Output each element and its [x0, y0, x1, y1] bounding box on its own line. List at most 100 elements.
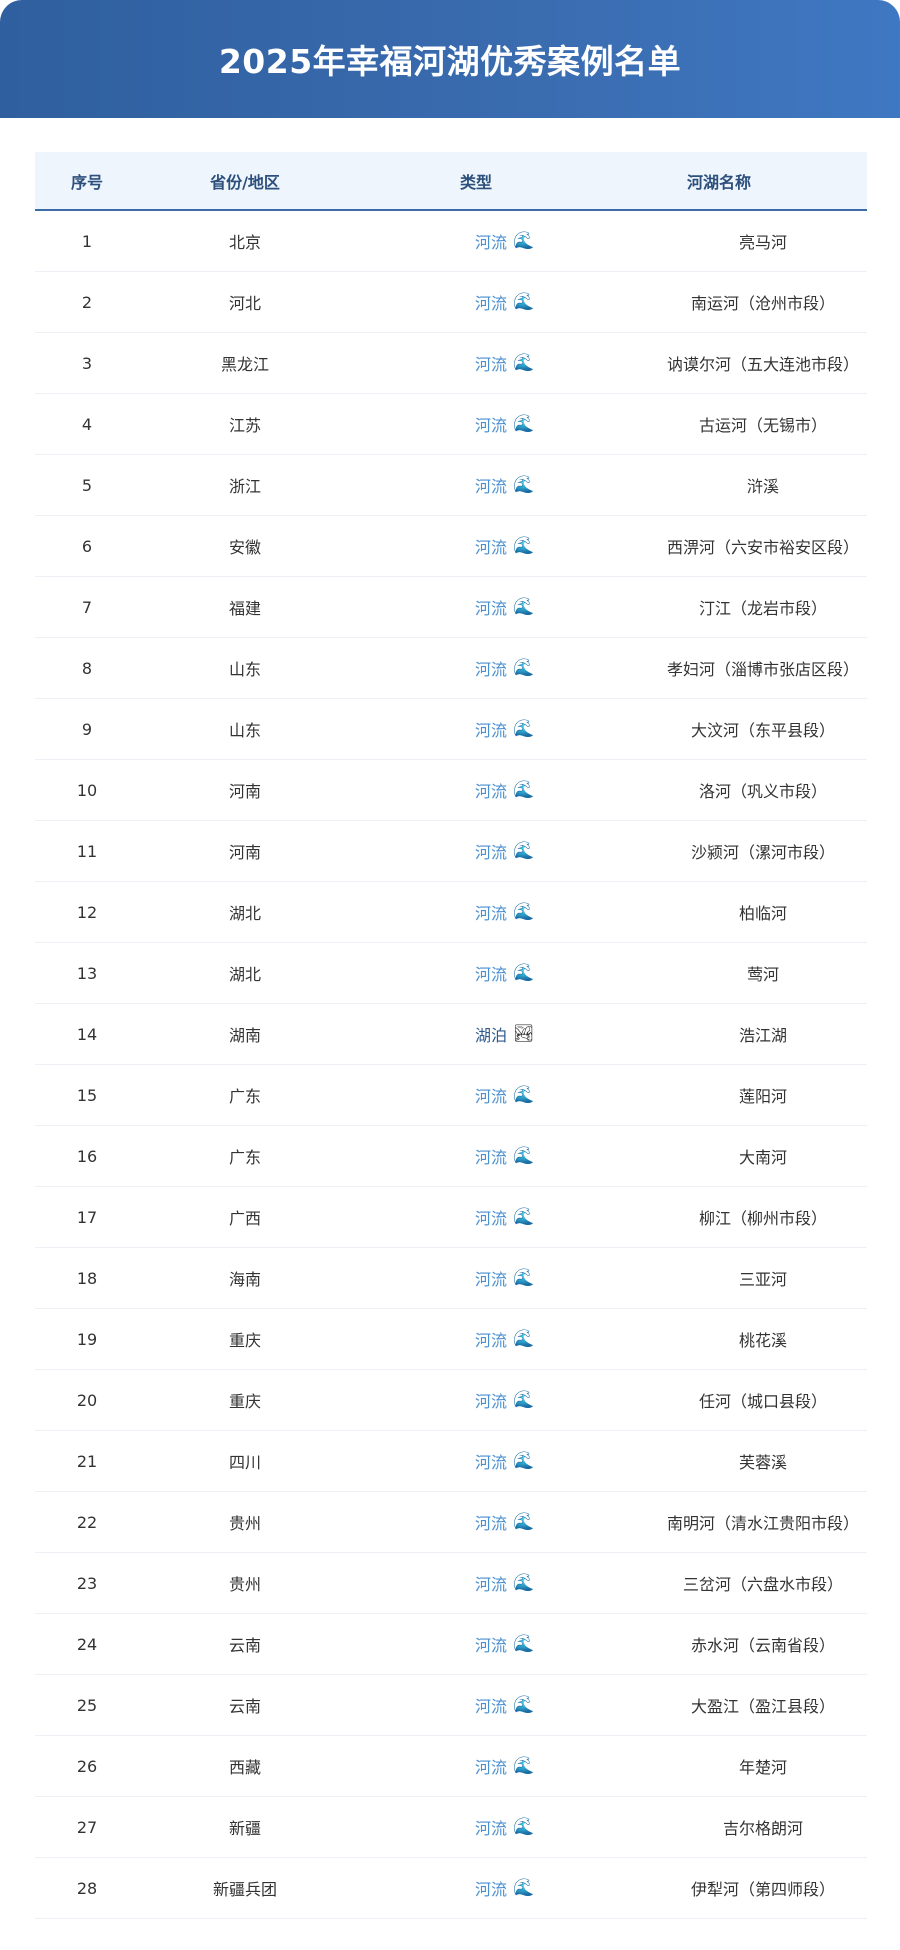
wave-icon: 🌊: [513, 414, 535, 434]
row-river-name: 西淠河（六安市裕安区段）: [666, 538, 859, 557]
row-river-name: 汀江（龙岩市段）: [698, 599, 827, 618]
type-label: 河流: [475, 660, 508, 679]
wave-icon: 🌊: [513, 1207, 535, 1227]
table-row: 21 四川 河流 🌊 芙蓉溪: [35, 1431, 867, 1492]
row-province: 重庆: [228, 1392, 261, 1411]
row-province: 河北: [228, 294, 261, 313]
table-row: 17 广西 河流 🌊 柳江（柳州市段）: [35, 1187, 867, 1248]
row-no: 19: [76, 1329, 98, 1349]
row-no: 24: [76, 1634, 98, 1654]
row-type: 河流 🌊: [471, 351, 569, 375]
type-label: 河流: [475, 1514, 508, 1533]
row-type: 河流 🌊: [471, 1693, 569, 1717]
row-province: 海南: [228, 1270, 261, 1289]
wave-icon: 🌊: [513, 475, 535, 495]
row-river-name: 莺河: [746, 965, 779, 984]
row-province: 河南: [228, 782, 261, 801]
table-row: 13 湖北 河流 🌊 莺河: [35, 943, 867, 1004]
row-province: 北京: [228, 233, 261, 252]
row-no: 4: [81, 414, 93, 434]
wave-icon: 🌊: [513, 231, 535, 251]
type-label: 河流: [475, 355, 508, 374]
row-type: 河流 🌊: [471, 1571, 569, 1595]
row-province: 重庆: [228, 1331, 261, 1350]
wave-icon: 🌊: [513, 658, 535, 678]
table-body: 1 北京 河流 🌊 亮马河 2 河北 河流 🌊 南运河（沧州市段） 3 黑龙江 河流 🌊 讷谟尔河（五大连池…: [35, 211, 867, 1919]
row-type: 河流 🌊: [471, 595, 569, 619]
row-province: 福建: [228, 599, 261, 618]
type-label: 河流: [475, 1209, 508, 1228]
row-type: 河流 🌊: [471, 1632, 569, 1656]
row-no: 11: [76, 841, 98, 861]
row-province: 安徽: [228, 538, 261, 557]
wave-icon: 🌊: [513, 1390, 535, 1410]
row-type: 河流 🌊: [471, 534, 569, 558]
row-province: 广东: [228, 1087, 261, 1106]
type-label: 河流: [475, 1758, 508, 1777]
row-river-name: 柳江（柳州市段）: [698, 1209, 827, 1228]
row-river-name: 桃花溪: [738, 1331, 787, 1350]
row-no: 3: [81, 353, 93, 373]
row-river-name: 沙颍河（漯河市段）: [690, 843, 835, 862]
table-row: 22 贵州 河流 🌊 南明河（清水江贵阳市段）: [35, 1492, 867, 1553]
wave-icon: 🌊: [513, 597, 535, 617]
wave-icon: 🌊: [513, 1573, 535, 1593]
row-type: 河流 🌊: [471, 1144, 569, 1168]
row-no: 16: [76, 1146, 98, 1166]
row-province: 新疆: [228, 1819, 261, 1838]
type-label: 河流: [475, 477, 508, 496]
title-banner: 2025年幸福河湖优秀案例名单: [0, 0, 900, 118]
row-river-name: 大汶河（东平县段）: [690, 721, 835, 740]
wave-icon: 🌊: [513, 1756, 535, 1776]
row-type: 湖泊 🏞: [471, 1022, 569, 1046]
type-label: 河流: [475, 1880, 508, 1899]
table-row: 23 贵州 河流 🌊 三岔河（六盘水市段）: [35, 1553, 867, 1614]
type-label: 河流: [475, 1392, 508, 1411]
wave-icon: 🌊: [513, 353, 535, 373]
wave-icon: 🌊: [513, 902, 535, 922]
wave-icon: 🌊: [513, 719, 535, 739]
row-type: 河流 🌊: [471, 1815, 569, 1839]
type-label: 河流: [475, 599, 508, 618]
row-type: 河流 🌊: [471, 1083, 569, 1107]
type-label: 河流: [475, 1331, 508, 1350]
row-no: 28: [76, 1878, 98, 1898]
type-label: 河流: [475, 1148, 508, 1167]
table-row: 26 西藏 河流 🌊 年楚河: [35, 1736, 867, 1797]
type-label: 河流: [475, 538, 508, 557]
lake-landscape-icon: 🏞: [513, 1024, 535, 1044]
wave-icon: 🌊: [513, 1451, 535, 1471]
wave-icon: 🌊: [513, 1878, 535, 1898]
row-river-name: 伊犁河（第四师段）: [690, 1880, 835, 1899]
type-label: 河流: [475, 843, 508, 862]
row-river-name: 大盈江（盈江县段）: [690, 1697, 835, 1716]
wave-icon: 🌊: [513, 1695, 535, 1715]
row-type: 河流 🌊: [471, 1876, 569, 1900]
table-row: 18 海南 河流 🌊 三亚河: [35, 1248, 867, 1309]
type-label: 河流: [475, 1453, 508, 1472]
table-row: 1 北京 河流 🌊 亮马河: [35, 211, 867, 272]
row-type: 河流 🌊: [471, 1327, 569, 1351]
wave-icon: 🌊: [513, 1329, 535, 1349]
table-row: 27 新疆 河流 🌊 吉尔格朗河: [35, 1797, 867, 1858]
wave-icon: 🌊: [513, 963, 535, 983]
row-river-name: 三亚河: [738, 1270, 787, 1289]
wave-icon: 🌊: [513, 292, 535, 312]
row-province: 山东: [228, 721, 261, 740]
row-province: 西藏: [228, 1758, 261, 1777]
table-row: 24 云南 河流 🌊 赤水河（云南省段）: [35, 1614, 867, 1675]
row-no: 27: [76, 1817, 98, 1837]
row-type: 河流 🌊: [471, 473, 569, 497]
row-province: 新疆兵团: [212, 1880, 277, 1899]
row-type: 河流 🌊: [471, 1449, 569, 1473]
row-no: 23: [76, 1573, 98, 1593]
type-label: 河流: [475, 782, 508, 801]
wave-icon: 🌊: [513, 780, 535, 800]
type-label: 河流: [475, 1636, 508, 1655]
row-province: 贵州: [228, 1514, 261, 1533]
row-province: 河南: [228, 843, 261, 862]
row-province: 广西: [228, 1209, 261, 1228]
row-river-name: 莲阳河: [738, 1087, 787, 1106]
row-province: 山东: [228, 660, 261, 679]
row-no: 15: [76, 1085, 98, 1105]
